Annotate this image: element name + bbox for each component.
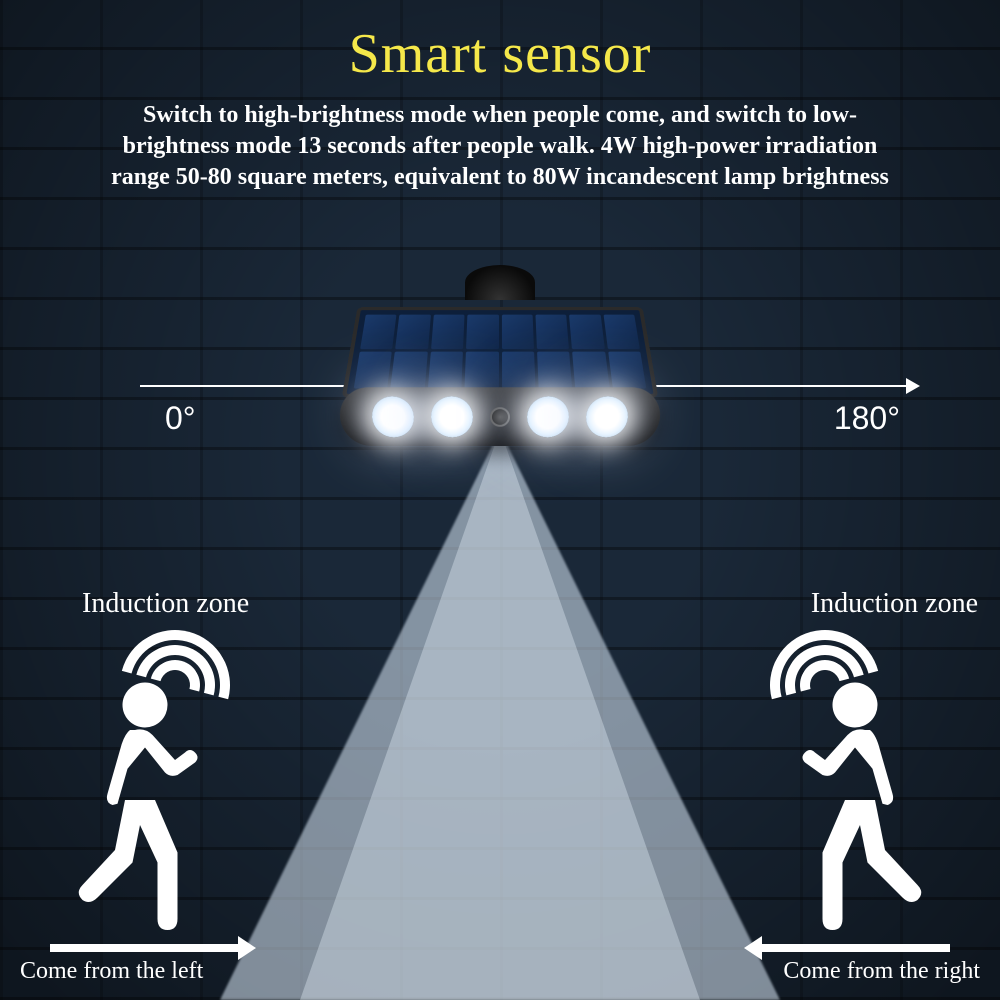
person-right-group <box>765 630 945 950</box>
solar-cell <box>572 351 609 388</box>
description-text: Switch to high-brightness mode when peop… <box>100 100 900 194</box>
solar-cell <box>360 315 397 349</box>
come-from-left-label: Come from the left <box>20 958 203 985</box>
direction-arrow-left-icon <box>50 944 240 952</box>
induction-zone-left-label: Induction zone <box>82 588 249 620</box>
led-light-icon <box>371 396 415 437</box>
induction-zone-right-label: Induction zone <box>811 588 978 620</box>
motion-sensor-icon <box>490 407 510 427</box>
device-mount <box>465 265 535 300</box>
solar-cell <box>428 351 463 388</box>
led-light-icon <box>430 396 473 437</box>
angle-arrow-head-icon <box>906 378 920 394</box>
angle-end-label: 180° <box>834 400 900 437</box>
solar-cell <box>608 351 647 388</box>
led-light-icon <box>527 396 570 437</box>
solar-cell <box>354 351 393 388</box>
running-person-icon <box>795 675 945 950</box>
solar-cell <box>391 351 428 388</box>
come-from-right-label: Come from the right <box>783 958 980 985</box>
solar-cell <box>396 315 431 349</box>
solar-cell <box>466 315 498 349</box>
angle-start-label: 0° <box>165 400 196 437</box>
light-bar <box>338 387 662 446</box>
title-text: Smart sensor <box>0 22 1000 86</box>
running-person-icon <box>55 675 205 950</box>
solar-cell <box>502 351 536 388</box>
solar-cell <box>537 351 572 388</box>
led-light-icon <box>585 396 629 437</box>
solar-cell <box>501 315 533 349</box>
solar-cell <box>431 315 465 349</box>
solar-cell <box>603 315 640 349</box>
solar-panel <box>342 307 659 397</box>
solar-cell <box>465 351 499 388</box>
direction-arrow-right-icon <box>760 944 950 952</box>
light-beam-inner <box>300 430 700 1000</box>
solar-cell <box>569 315 604 349</box>
solar-cell <box>535 315 569 349</box>
solar-light-device <box>340 265 660 447</box>
person-left-group <box>55 630 235 950</box>
